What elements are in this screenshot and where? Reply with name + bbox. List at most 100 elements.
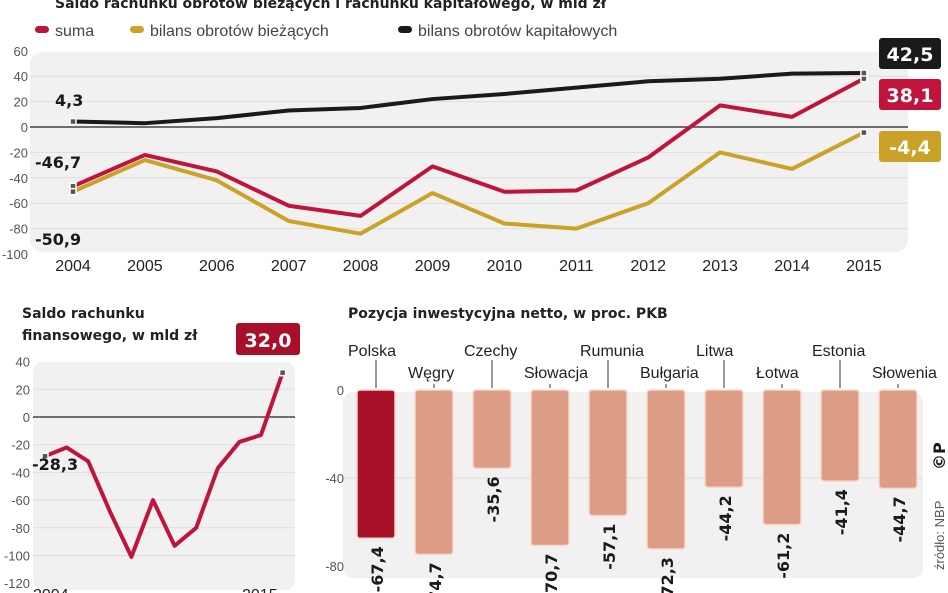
legend-swatch [398, 26, 412, 33]
legend-label: suma [55, 23, 94, 40]
legend-label: bilans obrotów kapitałowych [418, 23, 617, 40]
bar [414, 389, 454, 556]
category-label: Estonia [812, 343, 865, 360]
series-line [72, 76, 865, 218]
source-note: źródło: NBP [932, 501, 947, 570]
y-tick-label: 0 [337, 383, 344, 398]
category-label: Polska [348, 343, 396, 360]
y-tick-label: -20 [9, 145, 28, 160]
value-badge-text: 42,5 [887, 44, 934, 66]
bar [646, 389, 686, 550]
bar-value-label: -41,4 [832, 489, 851, 535]
category-label: Czechy [464, 343, 517, 360]
x-tick-label: 2014 [774, 258, 810, 275]
category-label: Węgry [408, 365, 454, 382]
bar [704, 389, 744, 488]
y-tick-label: -120 [4, 576, 30, 591]
start-label: -46,7 [35, 153, 81, 172]
chart2-title: finansowego, w mld zł [22, 328, 198, 344]
category-label: Rumunia [580, 343, 644, 360]
bar [878, 389, 918, 490]
endpoint-marker [860, 128, 868, 137]
y-tick-label: -80 [9, 222, 28, 237]
y-tick-label: 0 [21, 120, 28, 135]
value-badge [879, 79, 941, 110]
x-tick-label: 2009 [415, 258, 451, 275]
category-label: Słowenia [872, 365, 937, 382]
y-tick-label: 20 [16, 382, 30, 397]
category-label: Słowacja [524, 365, 588, 382]
endpoint-marker [69, 117, 77, 126]
y-tick-label: -40 [11, 465, 30, 480]
start-label: -50,9 [35, 230, 81, 249]
category-label: Litwa [696, 343, 733, 360]
start-label: 4,3 [55, 91, 83, 110]
x-tick-label: 2006 [199, 258, 235, 275]
y-tick-label: 20 [14, 95, 28, 110]
value-badge-text: -4,4 [889, 137, 931, 159]
y-tick-label: -80 [325, 559, 344, 574]
y-tick-label: 40 [16, 355, 30, 370]
x-tick-label: 2015 [846, 258, 882, 275]
category-label: Łotwa [756, 365, 799, 382]
bar [588, 389, 628, 517]
y-tick-label: -20 [11, 438, 30, 453]
bar [356, 389, 396, 540]
x-tick-label: 2004 [33, 587, 69, 593]
series-line [44, 372, 285, 559]
y-tick-label: -80 [11, 521, 30, 536]
y-tick-label: 40 [14, 69, 28, 84]
bar [762, 389, 802, 526]
y-tick-label: -60 [9, 196, 28, 211]
bar-value-label: -72,3 [658, 557, 677, 593]
logo: ©P [930, 442, 948, 470]
legend-swatch [35, 26, 49, 33]
legend-swatch [130, 26, 144, 33]
chart1-title: Saldo rachunku obrotów bieżących i rachu… [55, 0, 607, 12]
x-tick-label: 2011 [559, 258, 594, 275]
bar-value-label: -44,7 [890, 496, 909, 542]
x-tick-label: 2010 [487, 258, 523, 275]
bar [530, 389, 570, 547]
bar-value-label: -67,4 [368, 546, 387, 592]
x-tick-label: 2012 [630, 258, 666, 275]
plot-area [33, 362, 295, 590]
value-badge [879, 131, 941, 162]
bar [820, 389, 860, 482]
value-badge [236, 323, 300, 355]
bar-value-label: -57,1 [600, 524, 619, 570]
bar-value-label: -70,7 [542, 554, 561, 593]
series-line [72, 130, 865, 236]
y-tick-label: -100 [2, 247, 28, 262]
x-tick-label: 2005 [127, 258, 163, 275]
bar-value-label: -35,6 [484, 476, 503, 522]
endpoint-marker [69, 187, 77, 196]
value-badge-text: 38,1 [887, 85, 934, 107]
y-tick-label: 60 [14, 44, 28, 59]
bar-value-label: -61,2 [774, 533, 793, 579]
y-tick-label: -100 [4, 549, 30, 564]
y-tick-label: 0 [23, 410, 30, 425]
series-line [72, 71, 864, 126]
x-tick-label: 2013 [702, 258, 738, 275]
start-label: -28,3 [32, 455, 78, 474]
x-tick-label: 2008 [343, 258, 379, 275]
endpoint-marker [860, 69, 868, 77]
y-tick-label: -40 [9, 171, 28, 186]
value-badge-text: 32,0 [245, 330, 292, 352]
chart3-title: Pozycja inwestycyjna netto, w proc. PKB [348, 306, 668, 322]
category-label: Bułgaria [640, 365, 699, 382]
endpoint-marker [278, 368, 287, 377]
bar-value-label: -44,2 [716, 495, 735, 541]
chart2-title: Saldo rachunku [22, 306, 145, 322]
x-tick-label: 2015 [242, 587, 278, 593]
bar [472, 389, 512, 470]
value-badge [879, 38, 941, 69]
x-tick-label: 2004 [55, 258, 91, 275]
legend-label: bilans obrotów bieżących [150, 23, 329, 40]
bar-value-label: -74,7 [426, 562, 445, 593]
y-tick-label: -40 [325, 471, 344, 486]
endpoint-marker [41, 452, 49, 460]
y-tick-label: -60 [11, 493, 30, 508]
